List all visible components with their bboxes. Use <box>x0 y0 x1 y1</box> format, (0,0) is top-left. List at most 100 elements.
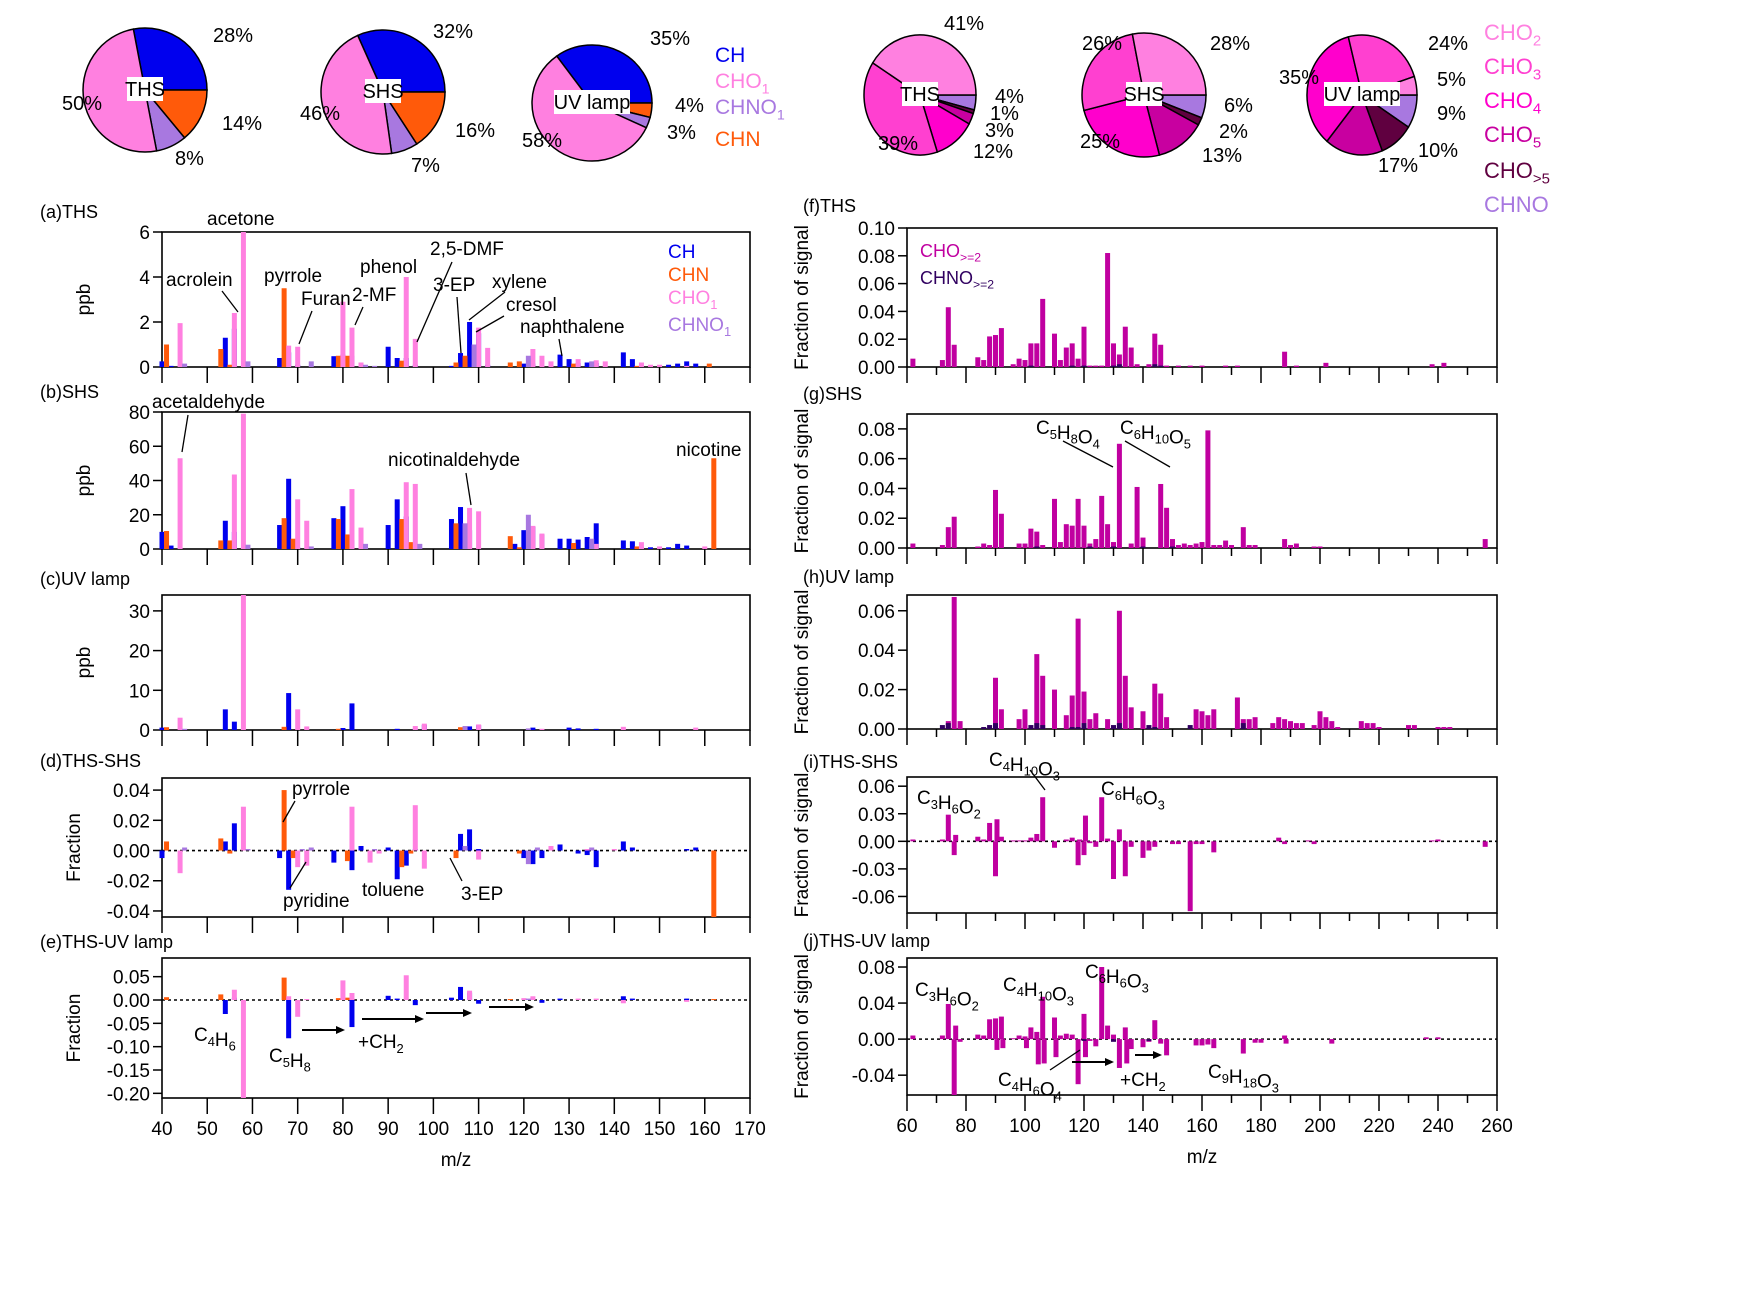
bar-CHNO1 <box>308 361 314 367</box>
bar-CHOge2 <box>1211 545 1217 548</box>
bar-CHOge2 <box>1199 542 1205 548</box>
bar-CHOge2 <box>1087 719 1093 729</box>
y-tick-label: 0 <box>139 540 150 561</box>
bar-CHOge2 <box>1252 717 1258 729</box>
bar-CHOge2 <box>1116 1039 1122 1068</box>
bar-CHOge2 <box>1199 1039 1205 1046</box>
bar-CHNO1 <box>589 361 595 367</box>
bar-CHO1 <box>367 850 373 863</box>
pie-percent-label: 41% <box>944 13 984 35</box>
bar-CHNOge2 <box>1187 725 1193 729</box>
annotation-formula: C3H6O2 <box>915 980 979 1013</box>
panel-title: (e)THS-UV lamp <box>40 932 173 952</box>
bar-CHOge2 <box>1293 723 1299 729</box>
panel-title: (h)UV lamp <box>803 567 894 587</box>
y-tick-label: 0.04 <box>858 994 895 1015</box>
pie-center-label: UV lamp <box>554 92 631 114</box>
pie-legend-CHNO: CHNO <box>1484 192 1549 217</box>
x-tick-label: 100 <box>1009 1116 1041 1137</box>
annotation-formula: C6H6O3 <box>1085 962 1149 995</box>
bar-CHOge2 <box>1205 430 1211 548</box>
bar-CHO1 <box>412 726 418 730</box>
bar-CHO1 <box>412 483 418 549</box>
bar-CHOge2 <box>1122 1027 1128 1040</box>
bar-CHOge2 <box>987 1019 993 1040</box>
panel-title: (a)THS <box>40 202 98 222</box>
bar-CH <box>575 539 581 549</box>
bar-CHOge2 <box>1175 365 1181 367</box>
panel-title: (c)UV lamp <box>40 569 130 589</box>
bar-CHO1 <box>349 806 355 851</box>
bar-CHOge2 <box>1040 797 1046 842</box>
arrow-head <box>336 1026 345 1034</box>
bar-CHO1 <box>693 727 699 730</box>
bar-CH <box>168 365 174 367</box>
pie-legend-CHN: CHN <box>715 128 761 151</box>
pie-percent-label: 7% <box>411 155 440 177</box>
bar-CHOge2 <box>1164 1039 1170 1056</box>
bar-CHNO1 <box>589 538 595 549</box>
x-tick-label: 90 <box>378 1119 399 1140</box>
bar-CHOge2 <box>910 1035 916 1040</box>
leader-line <box>298 310 313 345</box>
bar-CHOge2 <box>1441 727 1447 729</box>
y-tick-label: 0.06 <box>858 275 895 296</box>
bar-CHOge2 <box>1323 362 1329 367</box>
bar-CHNOge2 <box>1111 546 1116 548</box>
leader-line <box>1049 1049 1081 1071</box>
bar-CHOge2 <box>1087 543 1093 548</box>
bar-CHOge2 <box>987 336 993 367</box>
annotation: toluene <box>362 880 424 901</box>
bar-panel-panel-c: (c)UV lamp ppb 0 10 20 30 <box>40 569 751 746</box>
bar-CH <box>168 545 174 549</box>
bar-CHOge2 <box>1034 343 1040 367</box>
bar-CH <box>693 363 699 367</box>
bar-CH <box>231 823 237 851</box>
annotation: 3-EP <box>461 884 503 905</box>
y-tick-label: 0.04 <box>113 781 150 802</box>
bar-panel-panel-a: (a)THS ppb 0 2 4 6 <box>40 202 751 383</box>
bar-CHOge2 <box>1105 838 1111 842</box>
leader-line <box>181 414 189 453</box>
bar-CHOge2 <box>1158 1039 1164 1044</box>
annotation-formula: C4H6O4 <box>998 1070 1062 1103</box>
bar-CHOge2 <box>951 596 957 729</box>
bar-CHOge2 <box>1164 507 1170 548</box>
y-tick-label: 60 <box>129 437 150 458</box>
bar-CH <box>521 363 527 367</box>
annotation: pyrrole <box>292 779 350 800</box>
bar-CHO1 <box>638 362 644 367</box>
arrow-head <box>415 1015 424 1023</box>
bar-CH <box>286 1000 292 1039</box>
bar-CH <box>521 850 527 859</box>
bar-CHO1 <box>240 413 246 549</box>
bar-CHOge2 <box>987 822 993 842</box>
pie-legend-CHO4: CHO4 <box>1484 88 1541 118</box>
bar-CHOge2 <box>1053 1039 1059 1058</box>
bar-CH <box>394 998 400 1000</box>
bar-CHN <box>164 344 170 367</box>
bar-CHOge2 <box>1205 1039 1211 1045</box>
bar-CHN <box>458 727 464 730</box>
bar-CHOge2 <box>1010 840 1016 842</box>
bar-CHOge2 <box>1199 841 1205 845</box>
bar-CHOge2 <box>1105 253 1111 367</box>
annotation-formula: C4H10O3 <box>989 750 1060 783</box>
bar-CHOge2 <box>1022 360 1028 367</box>
pie-percent-label: 3% <box>985 120 1014 142</box>
bar-CHN <box>507 536 513 549</box>
bar-CHOge2 <box>1116 354 1122 367</box>
bar-CHO1 <box>684 1000 690 1002</box>
y-tick-label: 6 <box>139 223 150 244</box>
y-tick-label: 0.04 <box>858 302 895 323</box>
bar-CHOge2 <box>1069 1034 1075 1040</box>
bar-CHNOge2 <box>1170 546 1175 548</box>
bar-CHNO1 <box>525 998 531 1000</box>
bar-CHOge2 <box>1057 360 1063 367</box>
bar-CHN <box>711 850 717 917</box>
bar-CHO1 <box>403 975 409 1000</box>
pie-percent-label: 8% <box>175 148 204 170</box>
bar-CHO1 <box>240 806 246 851</box>
pie-percent-label: 12% <box>973 141 1013 163</box>
bar-CHNO1 <box>299 849 305 851</box>
